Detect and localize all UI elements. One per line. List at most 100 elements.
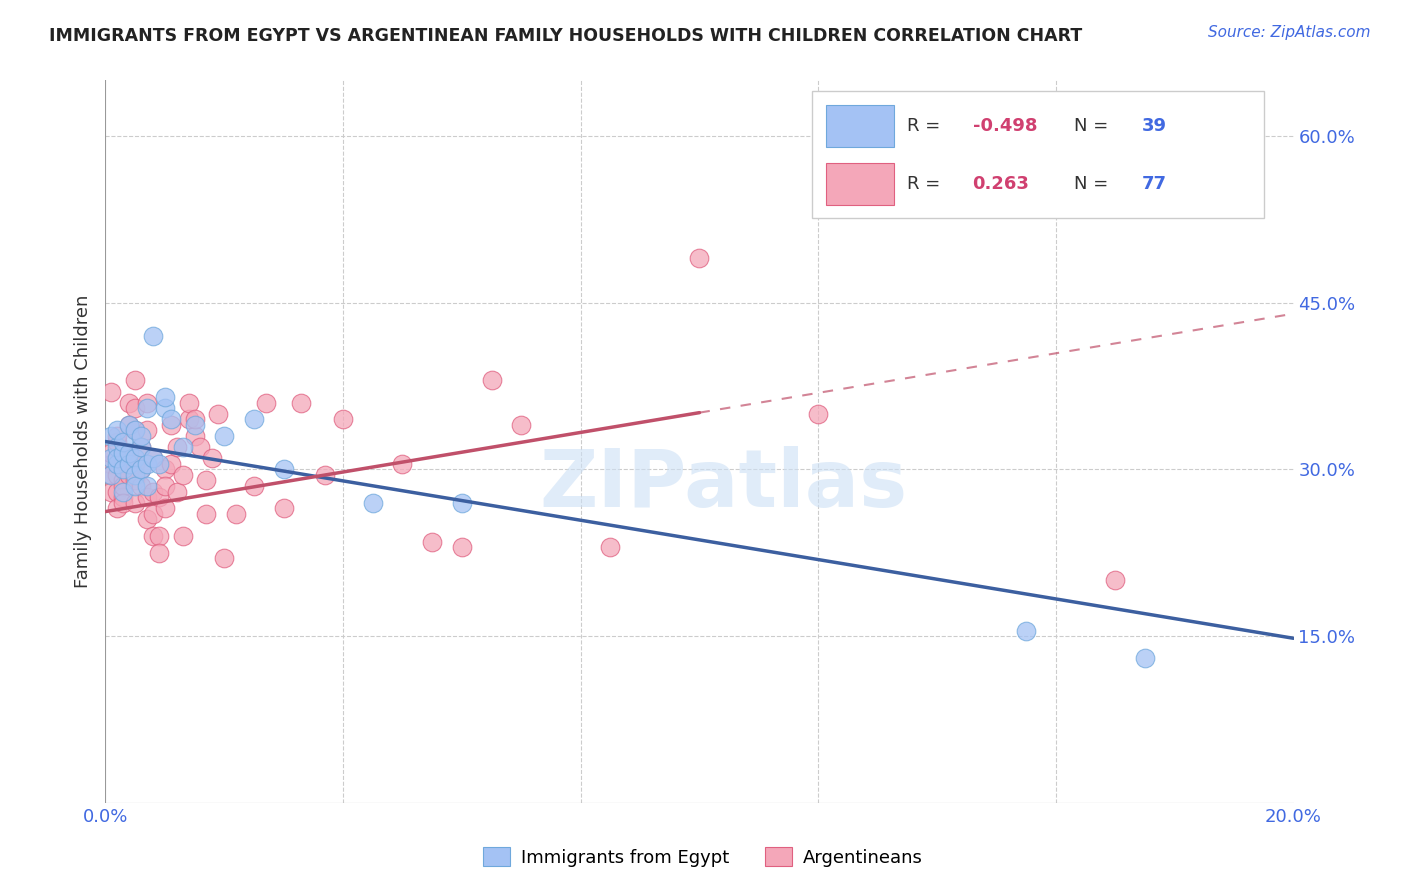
Point — [201, 451, 224, 466]
Point — [159, 412, 181, 426]
Point — [136, 512, 159, 526]
Point — [510, 417, 533, 432]
Point — [290, 395, 312, 409]
Point — [112, 496, 135, 510]
Point — [332, 412, 354, 426]
Point — [124, 401, 146, 416]
Point — [183, 417, 205, 432]
Point — [124, 467, 146, 482]
Point — [118, 445, 141, 459]
Point — [450, 540, 472, 554]
Point — [118, 457, 141, 471]
Point — [105, 457, 128, 471]
Point — [112, 445, 135, 459]
Point — [172, 529, 194, 543]
Point — [129, 440, 152, 454]
Point — [118, 467, 141, 482]
Text: Source: ZipAtlas.com: Source: ZipAtlas.com — [1208, 25, 1371, 40]
Point — [124, 457, 146, 471]
Point — [112, 462, 135, 476]
Point — [214, 551, 236, 566]
Y-axis label: Family Households with Children: Family Households with Children — [73, 295, 91, 588]
Point — [100, 445, 122, 459]
Point — [124, 424, 146, 438]
Point — [361, 496, 384, 510]
Point — [136, 490, 159, 504]
Text: ZIPatlas: ZIPatlas — [538, 446, 907, 524]
Point — [153, 462, 176, 476]
Point — [105, 440, 128, 454]
Point — [105, 451, 128, 466]
Point — [124, 451, 146, 466]
Legend: Immigrants from Egypt, Argentineans: Immigrants from Egypt, Argentineans — [475, 840, 931, 874]
Point — [153, 501, 176, 516]
Point — [148, 457, 170, 471]
Point — [112, 434, 135, 449]
Point — [153, 401, 176, 416]
Point — [100, 457, 122, 471]
Point — [148, 490, 170, 504]
Point — [214, 429, 236, 443]
Point — [148, 546, 170, 560]
Point — [100, 384, 122, 399]
Point — [124, 373, 146, 387]
Point — [105, 501, 128, 516]
Point — [105, 484, 128, 499]
Point — [112, 462, 135, 476]
Text: IMMIGRANTS FROM EGYPT VS ARGENTINEAN FAMILY HOUSEHOLDS WITH CHILDREN CORRELATION: IMMIGRANTS FROM EGYPT VS ARGENTINEAN FAM… — [49, 27, 1083, 45]
Point — [225, 507, 247, 521]
Point — [112, 484, 135, 499]
Point — [124, 474, 146, 488]
Point — [1015, 624, 1038, 638]
Point — [129, 429, 152, 443]
Point — [183, 412, 205, 426]
Point — [100, 484, 122, 499]
Point — [105, 451, 128, 466]
Point — [142, 451, 165, 466]
Point — [1104, 574, 1126, 588]
Point — [124, 424, 146, 438]
Point — [689, 251, 711, 265]
Point — [100, 467, 122, 482]
Point — [172, 467, 194, 482]
Point — [481, 373, 503, 387]
Point — [183, 429, 205, 443]
Point — [166, 484, 188, 499]
Point — [105, 424, 128, 438]
Point — [153, 479, 176, 493]
Point — [391, 457, 413, 471]
Point — [142, 329, 165, 343]
Point — [172, 440, 194, 454]
Point — [112, 445, 135, 459]
Point — [100, 467, 122, 482]
Point — [112, 474, 135, 488]
Point — [177, 412, 200, 426]
Point — [1133, 651, 1156, 665]
Point — [112, 490, 135, 504]
Point — [105, 429, 128, 443]
Point — [136, 401, 159, 416]
Point — [118, 451, 141, 466]
Point — [166, 440, 188, 454]
Point — [142, 484, 165, 499]
Point — [314, 467, 336, 482]
Point — [159, 457, 181, 471]
Point — [100, 451, 122, 466]
Point — [153, 390, 176, 404]
Point — [105, 434, 128, 449]
Point — [273, 462, 295, 476]
Point — [254, 395, 277, 409]
Point — [807, 407, 830, 421]
Point — [195, 474, 218, 488]
Point — [420, 534, 443, 549]
Point — [136, 479, 159, 493]
Point — [243, 412, 266, 426]
Point — [273, 501, 295, 516]
Point — [129, 479, 152, 493]
Point — [129, 462, 152, 476]
Point — [136, 457, 159, 471]
Point — [142, 507, 165, 521]
Point — [124, 479, 146, 493]
Point — [118, 395, 141, 409]
Point — [112, 479, 135, 493]
